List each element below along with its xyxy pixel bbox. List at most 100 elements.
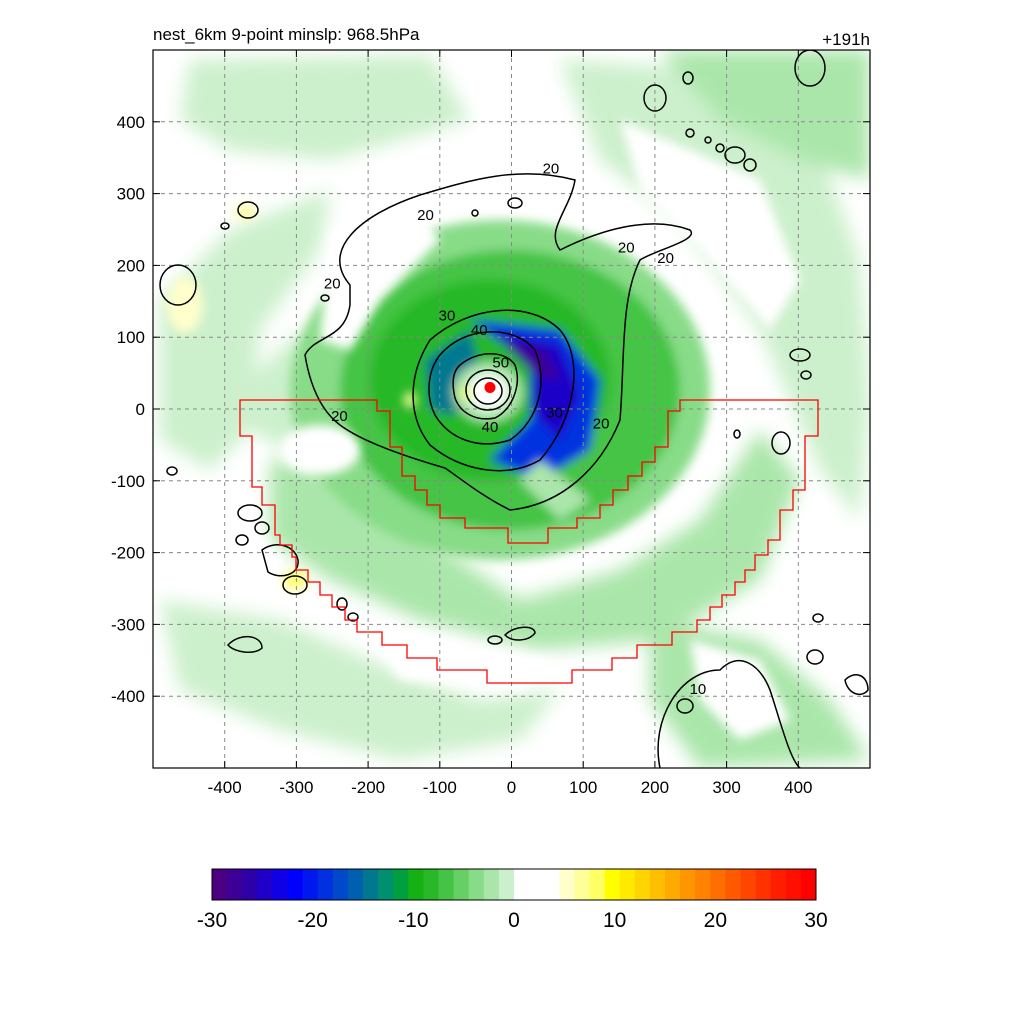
y-tick-label: -300 bbox=[111, 615, 145, 634]
colorbar-tick-label: 30 bbox=[804, 909, 827, 932]
colorbar-swatch bbox=[785, 869, 802, 900]
contour-30 bbox=[412, 309, 575, 472]
colorbar-swatch bbox=[544, 869, 560, 900]
contour-label: 30 bbox=[439, 308, 456, 325]
x-tick-label: 300 bbox=[712, 778, 740, 797]
colorbar-swatch bbox=[257, 869, 273, 900]
colorbar-swatch bbox=[363, 869, 379, 900]
contour-label: 30 bbox=[546, 405, 563, 422]
x-tick-label: -300 bbox=[279, 778, 313, 797]
contour-cell bbox=[743, 158, 757, 172]
contour-50 bbox=[452, 353, 519, 420]
field-outer bbox=[160, 50, 870, 768]
colorbar-swatch bbox=[378, 869, 394, 900]
contour-cell bbox=[347, 612, 359, 622]
colorbar-swatch bbox=[559, 869, 575, 900]
contour-60 bbox=[465, 369, 511, 411]
contour-cell bbox=[844, 674, 869, 696]
colorbar-swatch bbox=[604, 869, 621, 900]
colorbar-swatch bbox=[287, 869, 303, 900]
colorbar-swatch bbox=[423, 869, 439, 900]
contour-label: 20 bbox=[618, 239, 635, 256]
x-tick-label: 100 bbox=[569, 778, 597, 797]
contour-cell bbox=[471, 209, 479, 217]
contour-cell bbox=[812, 613, 824, 623]
colorbar-swatch bbox=[468, 869, 485, 900]
x-tick-label: 0 bbox=[507, 778, 516, 797]
contour-cell bbox=[261, 544, 299, 577]
y-tick-label: 100 bbox=[117, 328, 145, 347]
colorbar-swatch bbox=[483, 869, 500, 900]
colorbar-tick-label: -10 bbox=[398, 909, 428, 932]
contour-cell bbox=[715, 143, 725, 153]
colorbar-swatch bbox=[770, 869, 787, 900]
contour-cell bbox=[676, 698, 694, 714]
chart-title-right: +191h bbox=[822, 30, 870, 49]
x-tick-label: -100 bbox=[423, 778, 457, 797]
contour-label: 10 bbox=[690, 681, 707, 698]
contour-label: 20 bbox=[657, 250, 674, 267]
contour-label: 20 bbox=[324, 275, 341, 292]
y-tick-label: 200 bbox=[117, 256, 145, 275]
y-tick-label: -400 bbox=[111, 687, 145, 706]
y-tick-label: 0 bbox=[136, 400, 145, 419]
contour-cell bbox=[166, 466, 178, 476]
colorbar-frame bbox=[211, 868, 817, 901]
colorbar-swatch bbox=[725, 869, 741, 900]
field-positive bbox=[167, 205, 470, 589]
colorbar-tick-label: -20 bbox=[297, 909, 327, 932]
contour-cell bbox=[682, 71, 694, 85]
contour-cell bbox=[771, 431, 791, 455]
colorbar-swatch bbox=[332, 869, 349, 900]
colorbar-swatch bbox=[619, 869, 636, 900]
colorbar: -30 -20 -10 0 10 20 30 bbox=[197, 868, 828, 932]
contour-cell bbox=[235, 534, 249, 546]
colorbar-swatch bbox=[740, 869, 756, 900]
colorbar-swatch bbox=[438, 869, 454, 900]
contour-cell bbox=[237, 201, 259, 219]
contour-cell bbox=[220, 222, 230, 230]
contour-label: 20 bbox=[331, 408, 348, 425]
red-boundary bbox=[239, 399, 819, 684]
colorbar-swatch bbox=[393, 869, 409, 900]
contour-cell bbox=[806, 649, 824, 665]
colorbar-swatch bbox=[272, 869, 288, 900]
contour-cell bbox=[800, 370, 812, 380]
colorbar-swatch bbox=[755, 869, 772, 900]
colorbar-swatch bbox=[498, 869, 515, 900]
x-tick-label: 400 bbox=[784, 778, 812, 797]
chart-title-left: nest_6km 9-point minslp: 968.5hPa bbox=[153, 25, 420, 44]
contour-20-outer bbox=[304, 173, 693, 511]
y-tick-label: 400 bbox=[117, 113, 145, 132]
contour-70 bbox=[473, 377, 503, 405]
contour-cell bbox=[336, 597, 348, 611]
colorbar-swatch bbox=[800, 869, 817, 900]
contour-label: 50 bbox=[492, 354, 509, 371]
colorbar-tick-label: -30 bbox=[197, 909, 227, 932]
colorbar-swatch bbox=[453, 869, 470, 900]
contour-cell bbox=[733, 429, 741, 439]
colorbar-swatch bbox=[589, 869, 605, 900]
contour-cell bbox=[237, 504, 263, 522]
contour-cell bbox=[226, 636, 263, 653]
colorbar-swatch bbox=[302, 869, 319, 900]
colorbar-swatch bbox=[317, 869, 334, 900]
contour-label: 20 bbox=[543, 160, 560, 177]
colorbar-swatch bbox=[227, 869, 243, 900]
colorbar-swatch bbox=[347, 869, 364, 900]
colorbar-swatch bbox=[649, 869, 666, 900]
contour-cell bbox=[685, 128, 695, 138]
storm-center-marker bbox=[484, 381, 496, 393]
contour-cell bbox=[159, 264, 197, 306]
contour-label: 20 bbox=[417, 207, 434, 224]
colorbar-swatch bbox=[634, 869, 651, 900]
colorbar-tick-label: 0 bbox=[508, 909, 520, 932]
colorbar-swatch bbox=[212, 869, 228, 900]
x-tick-label: -400 bbox=[208, 778, 242, 797]
colorbar-swatch bbox=[695, 869, 711, 900]
colorbar-swatch bbox=[665, 869, 681, 900]
contour-label: 40 bbox=[471, 322, 488, 339]
colorbar-tick-label: 10 bbox=[603, 909, 626, 932]
